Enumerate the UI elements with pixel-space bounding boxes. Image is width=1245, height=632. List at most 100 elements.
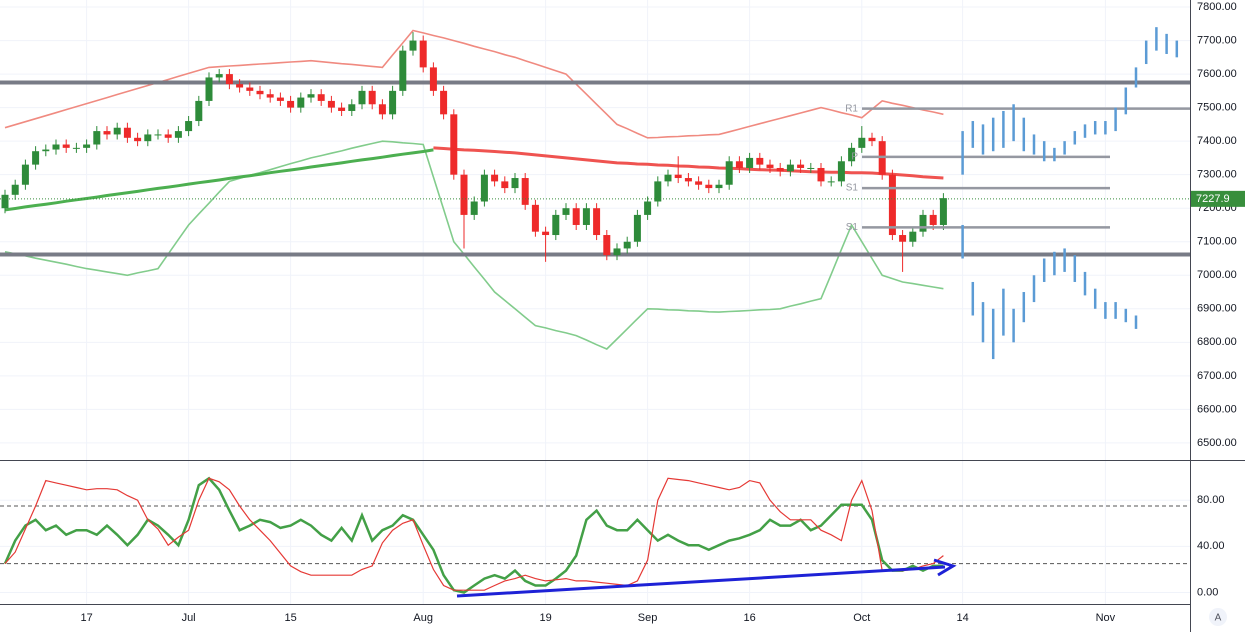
candle-body bbox=[521, 178, 529, 205]
candle-body bbox=[542, 231, 550, 236]
candle-body bbox=[888, 174, 896, 236]
candle-body bbox=[480, 174, 488, 202]
candle-body bbox=[317, 94, 325, 101]
candle-body bbox=[501, 181, 509, 189]
candle-body bbox=[21, 164, 29, 185]
candle-body bbox=[225, 74, 233, 85]
candle-body bbox=[174, 131, 182, 138]
x-tick-label: 19 bbox=[539, 612, 551, 624]
overlay-line bbox=[4, 140, 944, 350]
candle-body bbox=[491, 174, 499, 182]
x-tick-label: Sep bbox=[638, 612, 658, 624]
candle-body bbox=[11, 184, 19, 195]
candle-body bbox=[797, 164, 805, 168]
candle-body bbox=[593, 208, 601, 236]
y-tick-label: 0.00 bbox=[1197, 586, 1218, 598]
candle-body bbox=[72, 147, 80, 149]
candle-body bbox=[756, 157, 764, 165]
y-tick-label: 7000.00 bbox=[1197, 269, 1237, 281]
candle-body bbox=[552, 214, 560, 236]
candle-body bbox=[42, 149, 50, 152]
y-tick-label: 80.00 bbox=[1197, 494, 1225, 506]
candle-body bbox=[338, 107, 346, 111]
candle-body bbox=[287, 100, 295, 108]
candle-body bbox=[929, 214, 937, 225]
candle-body bbox=[511, 178, 519, 189]
candle-body bbox=[664, 174, 672, 182]
candle-body bbox=[205, 77, 213, 101]
divergence-arrow bbox=[456, 558, 957, 598]
y-tick-label: 7400.00 bbox=[1197, 135, 1237, 147]
candle-body bbox=[297, 97, 305, 108]
pivot-label: S1 bbox=[846, 222, 859, 233]
candle-body bbox=[429, 67, 437, 91]
arrow-head bbox=[933, 558, 957, 577]
last-price-box bbox=[1191, 190, 1245, 207]
candle-body bbox=[83, 144, 91, 148]
overlay-line bbox=[4, 148, 434, 212]
candle-body bbox=[62, 144, 70, 148]
candle-body bbox=[715, 184, 723, 189]
candle-body bbox=[603, 235, 611, 256]
y-tick-label: 7600.00 bbox=[1197, 68, 1237, 80]
candle-body bbox=[113, 127, 121, 135]
candle-body bbox=[868, 137, 876, 142]
candle-body bbox=[348, 104, 356, 111]
candle-body bbox=[644, 201, 652, 215]
y-tick-label: 6800.00 bbox=[1197, 336, 1237, 348]
candle-body bbox=[307, 94, 315, 98]
candle-body bbox=[582, 208, 590, 225]
candle-body bbox=[623, 241, 631, 249]
candle-body bbox=[562, 208, 570, 215]
candle-body bbox=[919, 214, 927, 232]
candle-body bbox=[786, 164, 794, 172]
candle-body bbox=[409, 40, 417, 51]
candle-body bbox=[154, 134, 162, 136]
x-tick-label: Jul bbox=[182, 612, 196, 624]
candle-body bbox=[52, 144, 60, 150]
candle-body bbox=[134, 137, 142, 142]
y-tick-label: 7500.00 bbox=[1197, 102, 1237, 114]
candle-body bbox=[215, 74, 223, 78]
candle-body bbox=[195, 100, 203, 122]
candle-body bbox=[684, 178, 692, 182]
oscillator-line bbox=[4, 477, 944, 591]
y-tick-label: 7700.00 bbox=[1197, 34, 1237, 46]
price-pane: R1 P S1 S1 bbox=[0, 27, 1190, 360]
candle-body bbox=[419, 40, 427, 68]
pivot-label: R1 bbox=[845, 103, 858, 114]
candle-body bbox=[807, 167, 815, 169]
pivot-label: S1 bbox=[846, 183, 859, 194]
candle-body bbox=[256, 90, 264, 95]
candle-body bbox=[705, 184, 713, 189]
candle-body bbox=[766, 164, 774, 168]
candle-body bbox=[1, 194, 9, 209]
candle-body bbox=[776, 167, 784, 172]
candle-body bbox=[633, 214, 641, 242]
x-tick-label: Nov bbox=[1096, 612, 1116, 624]
candle-body bbox=[572, 208, 580, 225]
candle-body bbox=[817, 167, 825, 182]
candle-body bbox=[440, 90, 448, 115]
candle-body bbox=[450, 114, 458, 175]
auto-scale-label[interactable]: A bbox=[1215, 613, 1222, 624]
candle-body bbox=[368, 90, 376, 105]
x-tick-label: 17 bbox=[80, 612, 92, 624]
y-tick-label: 6600.00 bbox=[1197, 403, 1237, 415]
candle-body bbox=[735, 161, 743, 168]
candle-body bbox=[266, 94, 274, 98]
candle-body bbox=[531, 204, 539, 232]
y-tick-label: 7800.00 bbox=[1197, 1, 1237, 13]
candle-body bbox=[144, 134, 152, 142]
candle-body bbox=[654, 181, 662, 202]
oscillator-line bbox=[3, 476, 944, 594]
y-tick-label: 6700.00 bbox=[1197, 370, 1237, 382]
candle-body bbox=[613, 248, 621, 256]
overlay-line bbox=[433, 146, 944, 180]
last-price-label: 7227.9 bbox=[1196, 193, 1230, 205]
auto-scale-button[interactable] bbox=[1209, 608, 1227, 626]
candle-body bbox=[399, 50, 407, 91]
y-tick-label: 6900.00 bbox=[1197, 303, 1237, 315]
arrow-line bbox=[456, 565, 946, 598]
